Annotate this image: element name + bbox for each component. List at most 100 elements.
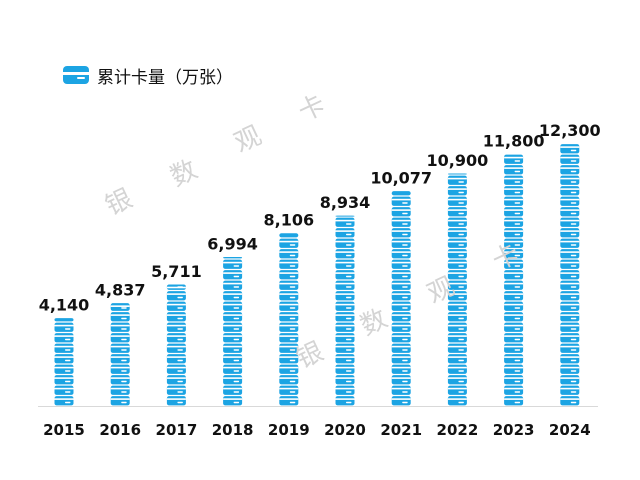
card-unit bbox=[335, 333, 355, 343]
card-unit bbox=[223, 333, 243, 343]
card-unit bbox=[110, 322, 130, 332]
bar bbox=[560, 144, 580, 406]
card-unit bbox=[391, 343, 411, 353]
card-unit bbox=[223, 385, 243, 395]
card-unit bbox=[560, 270, 580, 280]
card-unit bbox=[560, 249, 580, 259]
card-unit bbox=[447, 322, 467, 332]
card-unit bbox=[391, 364, 411, 374]
card-unit bbox=[110, 343, 130, 353]
card-unit bbox=[166, 385, 186, 395]
card-unit bbox=[335, 238, 355, 248]
value-label: 4,140 bbox=[39, 295, 90, 314]
card-unit bbox=[504, 238, 524, 248]
card-unit bbox=[391, 322, 411, 332]
card-unit bbox=[391, 291, 411, 301]
card-unit bbox=[560, 196, 580, 206]
card-unit bbox=[504, 375, 524, 385]
card-unit bbox=[447, 364, 467, 374]
card-unit bbox=[391, 396, 411, 406]
x-tick-label: 2024 bbox=[549, 421, 591, 439]
card-unit bbox=[223, 280, 243, 290]
card-unit bbox=[279, 301, 299, 311]
value-label: 5,711 bbox=[151, 262, 202, 281]
card-unit bbox=[54, 375, 74, 385]
card-unit bbox=[391, 228, 411, 238]
card-unit bbox=[335, 312, 355, 322]
card-unit bbox=[504, 291, 524, 301]
card-unit bbox=[166, 284, 186, 290]
card-unit bbox=[335, 217, 355, 227]
card-unit bbox=[54, 322, 74, 332]
card-unit bbox=[335, 291, 355, 301]
card-unit bbox=[166, 333, 186, 343]
card-unit bbox=[447, 217, 467, 227]
card-unit bbox=[560, 301, 580, 311]
card-unit bbox=[391, 249, 411, 259]
card-unit bbox=[110, 375, 130, 385]
value-label: 11,800 bbox=[483, 132, 545, 151]
card-unit bbox=[447, 173, 467, 175]
x-tick-label: 2020 bbox=[324, 421, 366, 439]
card-unit bbox=[560, 364, 580, 374]
card-unit bbox=[166, 396, 186, 406]
card-unit bbox=[447, 175, 467, 185]
card-unit bbox=[504, 396, 524, 406]
card-unit bbox=[223, 257, 243, 259]
card-unit bbox=[335, 259, 355, 269]
card-unit bbox=[504, 217, 524, 227]
card-unit bbox=[279, 259, 299, 269]
card-unit bbox=[560, 228, 580, 238]
card-unit bbox=[110, 354, 130, 364]
value-label: 10,077 bbox=[370, 169, 432, 188]
card-unit bbox=[335, 354, 355, 364]
card-unit bbox=[391, 191, 411, 196]
card-unit bbox=[335, 322, 355, 332]
card-unit bbox=[166, 291, 186, 301]
card-unit bbox=[110, 312, 130, 322]
card-unit bbox=[279, 354, 299, 364]
card-unit bbox=[279, 396, 299, 406]
x-tick-label: 2016 bbox=[99, 421, 141, 439]
card-unit bbox=[110, 364, 130, 374]
card-unit bbox=[447, 312, 467, 322]
card-unit bbox=[391, 259, 411, 269]
bar bbox=[335, 215, 355, 406]
card-unit bbox=[335, 280, 355, 290]
bar bbox=[54, 318, 74, 406]
card-unit bbox=[560, 175, 580, 185]
card-unit bbox=[391, 354, 411, 364]
card-unit bbox=[391, 375, 411, 385]
card-unit bbox=[166, 343, 186, 353]
card-unit bbox=[391, 207, 411, 217]
card-unit bbox=[504, 322, 524, 332]
card-unit bbox=[560, 375, 580, 385]
card-unit bbox=[110, 333, 130, 343]
card-unit bbox=[166, 375, 186, 385]
card-unit bbox=[560, 144, 580, 154]
card-unit bbox=[504, 364, 524, 374]
card-unit bbox=[223, 343, 243, 353]
card-unit bbox=[335, 343, 355, 353]
card-unit bbox=[504, 259, 524, 269]
card-unit bbox=[223, 354, 243, 364]
card-unit bbox=[391, 301, 411, 311]
card-unit bbox=[560, 312, 580, 322]
card-unit bbox=[54, 385, 74, 395]
value-label: 12,300 bbox=[539, 121, 601, 140]
card-unit bbox=[447, 249, 467, 259]
card-unit bbox=[110, 385, 130, 395]
card-unit bbox=[391, 196, 411, 206]
card-unit bbox=[223, 364, 243, 374]
card-unit bbox=[223, 312, 243, 322]
bar bbox=[166, 284, 186, 406]
card-unit bbox=[447, 385, 467, 395]
card-unit bbox=[223, 322, 243, 332]
card-unit bbox=[447, 301, 467, 311]
card-unit bbox=[447, 354, 467, 364]
card-unit bbox=[166, 354, 186, 364]
bar bbox=[447, 173, 467, 406]
card-unit bbox=[504, 343, 524, 353]
card-unit bbox=[504, 186, 524, 196]
x-tick-label: 2021 bbox=[380, 421, 422, 439]
